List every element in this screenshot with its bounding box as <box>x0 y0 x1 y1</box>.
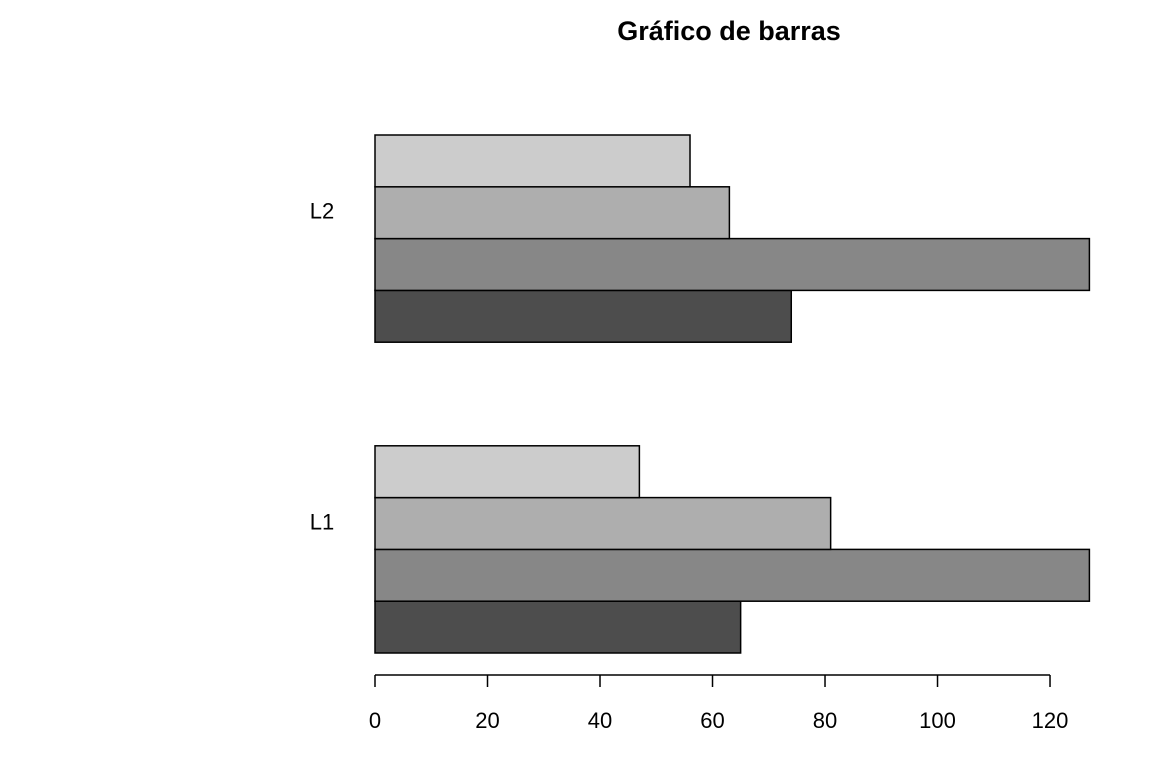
bar <box>374 445 641 499</box>
x-tick-label: 40 <box>588 708 612 733</box>
x-tick-label: 0 <box>369 708 381 733</box>
bar <box>374 548 1091 602</box>
bar <box>374 496 832 551</box>
bar <box>374 237 1091 292</box>
chart-title: Gráfico de barras <box>617 16 841 46</box>
bar <box>374 289 793 343</box>
x-tick-label: 20 <box>475 708 499 733</box>
x-tick-label: 100 <box>919 708 956 733</box>
bar <box>374 134 691 188</box>
bar <box>374 186 731 240</box>
category-label: L2 <box>310 199 334 224</box>
category-label: L1 <box>310 509 334 534</box>
x-tick-label: 60 <box>700 708 724 733</box>
x-tick-label: 120 <box>1032 708 1069 733</box>
x-tick-label: 80 <box>813 708 837 733</box>
bar <box>374 600 742 654</box>
